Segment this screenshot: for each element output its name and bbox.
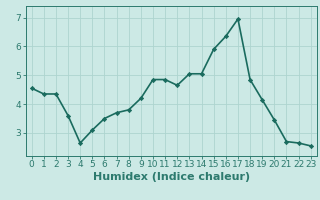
X-axis label: Humidex (Indice chaleur): Humidex (Indice chaleur)	[92, 172, 250, 182]
